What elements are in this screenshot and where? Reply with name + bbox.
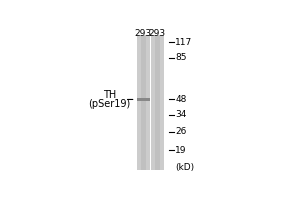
Text: 293: 293 [149,29,166,38]
Text: 48: 48 [175,95,187,104]
Text: 26: 26 [175,127,187,136]
Text: (kD): (kD) [175,163,194,172]
Text: 34: 34 [175,110,187,119]
Text: TH: TH [103,90,116,100]
Text: 85: 85 [175,53,187,62]
Bar [141,35,146,170]
Bar [155,35,160,170]
Bar [137,35,150,170]
Text: 117: 117 [175,38,192,47]
Text: 19: 19 [175,146,187,155]
Text: (pSer19): (pSer19) [88,99,131,109]
Text: 293: 293 [135,29,152,38]
Bar [137,98,150,101]
Bar [151,35,164,170]
